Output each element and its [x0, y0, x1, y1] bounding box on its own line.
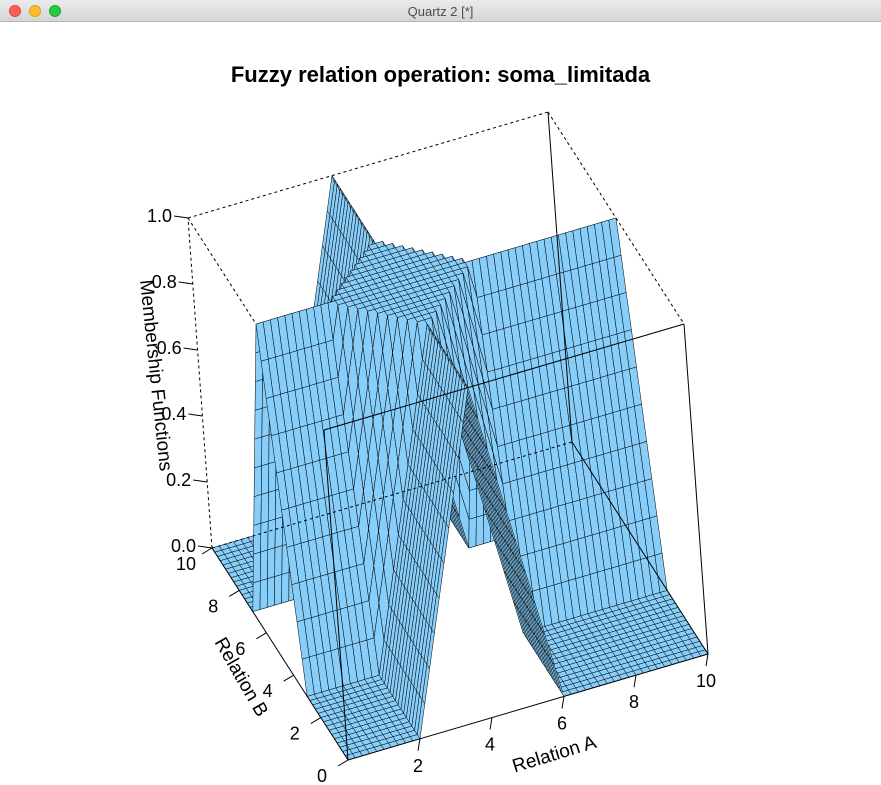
z-tick	[173, 215, 189, 219]
surface-facet	[261, 434, 270, 467]
z-tick-label: 0.6	[157, 338, 182, 358]
z-tick	[197, 545, 213, 549]
x-tick	[417, 738, 421, 751]
z-tick	[188, 413, 203, 417]
back-box-edges	[187, 111, 685, 549]
minimize-button[interactable]	[29, 5, 41, 17]
y-tick-label: 2	[290, 724, 300, 744]
surface-facet	[468, 516, 477, 549]
close-button[interactable]	[9, 5, 21, 17]
x-tick-label: 2	[413, 756, 423, 776]
x-tick	[633, 675, 637, 688]
z-tick	[178, 281, 193, 285]
y-tick-label: 8	[208, 596, 218, 616]
x-axis-label: Relation A	[510, 732, 599, 778]
box-edge	[211, 547, 349, 761]
y-tick-label: 10	[176, 554, 196, 574]
box-edge	[211, 441, 573, 549]
surface-facet	[252, 551, 261, 584]
x-tick-label: 8	[629, 692, 639, 712]
surface-facet	[260, 549, 269, 582]
surface-facet	[253, 465, 262, 497]
surface-facet	[252, 580, 261, 612]
surface-facet	[266, 576, 275, 608]
box-edge	[547, 111, 573, 443]
box-edge	[323, 323, 685, 431]
window-titlebar: Quartz 2 [*]	[0, 0, 881, 22]
box-edge	[187, 111, 549, 219]
y-tick	[201, 547, 213, 555]
z-tick-label: 0.4	[161, 404, 186, 424]
surface-facet	[254, 379, 263, 411]
x-tick	[489, 717, 493, 730]
box-edge	[347, 653, 709, 761]
surface-facet	[261, 463, 270, 495]
y-tick	[256, 632, 267, 640]
z-tick	[193, 479, 208, 483]
x-tick-label: 6	[557, 713, 567, 733]
surface-facet	[274, 516, 283, 549]
surface-facet	[274, 574, 283, 606]
z-axis-label: Membership Functions	[135, 279, 176, 472]
surface-facet	[260, 491, 269, 524]
window-title: Quartz 2 [*]	[407, 4, 474, 19]
surface-facet	[274, 545, 283, 577]
x-tick	[561, 696, 565, 709]
box-edge	[323, 429, 349, 761]
chart-title: Fuzzy relation operation: soma_limitada	[230, 62, 651, 87]
z-tick	[183, 347, 198, 351]
surface-facet	[281, 571, 290, 604]
z-tick-label: 0.8	[152, 272, 177, 292]
box-edge	[187, 217, 213, 549]
surface-facet	[267, 489, 276, 522]
surface-facet	[468, 488, 477, 520]
z-tick-label: 1.0	[147, 206, 172, 226]
y-tick	[337, 759, 349, 767]
front-box-edges	[211, 111, 709, 761]
x-tick-label: 4	[485, 735, 495, 755]
surface-facet	[253, 522, 262, 555]
box-edge	[571, 441, 709, 655]
plot-area: Fuzzy relation operation: soma_limitada …	[0, 22, 881, 785]
zoom-button[interactable]	[49, 5, 61, 17]
surface-facet	[254, 407, 263, 440]
surface-facet	[268, 461, 277, 493]
box-edge	[683, 323, 709, 655]
x-tick	[705, 653, 709, 667]
surface-facet	[267, 547, 276, 579]
surface-facet	[260, 520, 269, 553]
z-tick-label: 0.2	[166, 470, 191, 490]
x-tick-label: 10	[696, 671, 716, 691]
y-tick-label: 6	[235, 639, 245, 659]
y-tick-label: 0	[317, 766, 327, 785]
y-tick	[228, 589, 240, 597]
y-tick	[310, 717, 322, 725]
surface-facet	[259, 578, 268, 610]
y-tick-label: 4	[263, 681, 273, 701]
surface-facet	[254, 436, 263, 469]
surface-mesh	[211, 174, 709, 761]
z-tick-label: 0.0	[171, 536, 196, 556]
surface-facet	[475, 514, 484, 547]
y-tick	[283, 674, 294, 682]
surface-facet	[253, 494, 262, 526]
surface-facet	[267, 518, 276, 551]
